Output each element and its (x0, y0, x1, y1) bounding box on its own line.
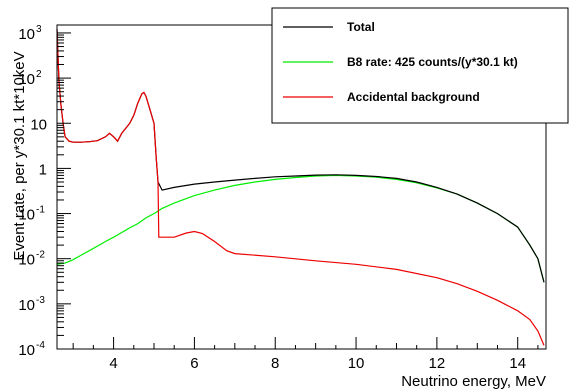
y-tick-label: 10 (18, 252, 35, 269)
y-tick-exponent: 2 (36, 69, 42, 80)
x-tick-label: 8 (271, 355, 279, 372)
series-line-2 (56, 29, 545, 346)
x-tick-label: 4 (109, 355, 117, 372)
y-tick-label: 10 (18, 297, 35, 314)
y-tick-exponent: -4 (36, 340, 45, 351)
x-tick-label: 10 (348, 355, 365, 372)
series-layer (56, 29, 545, 346)
legend: Total B8 rate: 425 counts/(y*30.1 kt) Ac… (271, 7, 569, 124)
y-tick-label: 1 (39, 161, 47, 178)
y-tick-label: 10 (18, 26, 35, 43)
legend-label-b8: B8 rate: 425 counts/(y*30.1 kt) (347, 55, 518, 69)
x-tick-label: 14 (509, 355, 526, 372)
y-tick-label: 10 (30, 116, 47, 133)
x-tick-label: 12 (429, 355, 446, 372)
y-tick-exponent: -2 (36, 250, 45, 261)
y-tick-label: 10 (18, 207, 35, 224)
legend-label-total: Total (347, 20, 375, 34)
y-axis-title: Event rate, per y*30.1 kt*10keV (11, 51, 28, 260)
y-tick-label: 10 (18, 71, 35, 88)
legend-label-accidental: Accidental background (347, 90, 480, 104)
y-tick-exponent: -1 (36, 205, 45, 216)
y-tick-label: 10 (18, 342, 35, 359)
x-axis-title: Neutrino energy, MeV (401, 373, 546, 390)
y-tick-exponent: 3 (36, 24, 42, 35)
x-tick-label: 6 (190, 355, 198, 372)
y-tick-exponent: -3 (36, 295, 45, 306)
